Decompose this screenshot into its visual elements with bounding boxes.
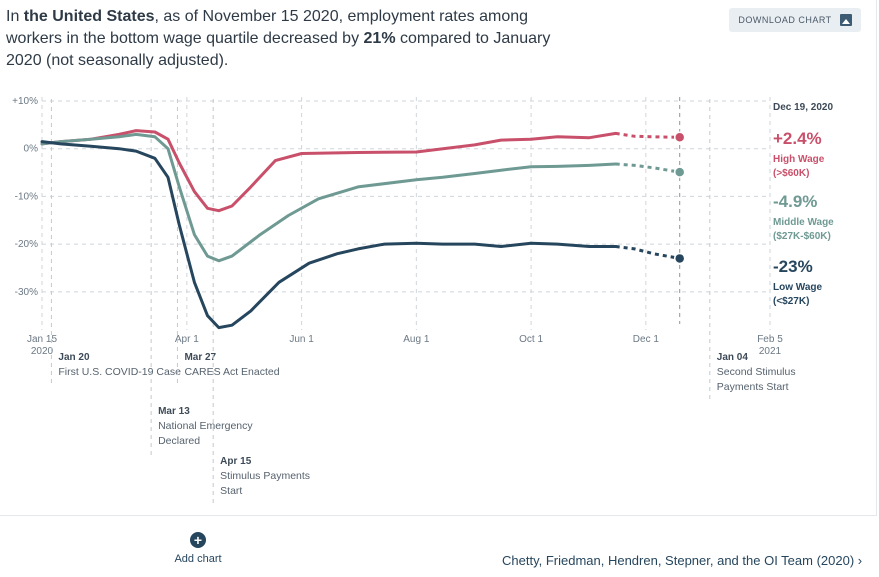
x-tick-sublabel: 2020	[31, 346, 54, 357]
image-icon	[839, 14, 852, 26]
series-line	[40, 132, 618, 263]
event-date: Jan 04	[717, 352, 749, 363]
series-end-value: -23%	[773, 257, 813, 276]
series-line	[40, 140, 618, 330]
y-tick-label: +10%	[12, 96, 38, 107]
x-tick-label: Dec 1	[633, 334, 660, 345]
series-end-point	[673, 166, 686, 178]
event-description: Stimulus Payments	[220, 470, 310, 482]
chevron-right-icon: ›	[857, 553, 863, 568]
x-tick-sublabel: 2021	[759, 346, 782, 357]
series-end-point	[673, 252, 686, 265]
add-chart-button[interactable]: + Add chart	[173, 532, 223, 565]
event-date: Mar 13	[158, 406, 190, 417]
download-chart-label: DOWNLOAD CHART	[738, 15, 832, 25]
series-line	[40, 129, 618, 213]
y-tick-label: -30%	[15, 287, 38, 298]
series-end-value: -4.9%	[773, 192, 817, 211]
add-chart-label: Add chart	[174, 553, 222, 565]
chart-headline: In the United States, as of November 15 …	[6, 8, 551, 69]
event-description: Declared	[158, 435, 200, 447]
series-projection-line	[615, 245, 680, 260]
series-projection-line	[615, 131, 680, 139]
y-tick-label: -10%	[15, 191, 38, 202]
event-description: Second Stimulus	[717, 366, 796, 378]
series-end-point	[673, 131, 686, 144]
x-tick-label: Feb 5	[757, 334, 783, 345]
end-date-label: Dec 19, 2020	[773, 102, 833, 113]
series-detail: (>$60K)	[773, 168, 809, 179]
x-tick-label: Aug 1	[403, 334, 430, 345]
series-name: Middle Wage	[773, 217, 834, 228]
plus-circle-icon: +	[190, 532, 206, 548]
x-tick-label: Oct 1	[519, 334, 543, 345]
event-description: First U.S. COVID-19 Case	[58, 366, 181, 378]
citation-text: Chetty, Friedman, Hendren, Stepner, and …	[502, 553, 855, 568]
event-description: National Emergency	[158, 420, 253, 432]
event-date: Mar 27	[184, 352, 216, 363]
citation-link[interactable]: Chetty, Friedman, Hendren, Stepner, and …	[502, 553, 862, 568]
series-detail: ($27K-$60K)	[773, 231, 831, 242]
event-description: Payments Start	[717, 381, 789, 393]
event-description: Start	[220, 485, 242, 497]
series-name: Low Wage	[773, 282, 823, 293]
event-description: CARES Act Enacted	[184, 366, 279, 378]
series-end-value: +2.4%	[773, 129, 822, 148]
x-tick-label: Apr 1	[175, 334, 199, 345]
event-date: Jan 20	[58, 352, 90, 363]
chart-card: In the United States, as of November 15 …	[0, 0, 877, 516]
series-name: High Wage	[773, 154, 825, 165]
download-chart-button[interactable]: DOWNLOAD CHART	[729, 8, 861, 32]
y-tick-label: 0%	[24, 144, 39, 155]
y-tick-label: -20%	[15, 239, 38, 250]
series-detail: (<$27K)	[773, 296, 809, 307]
x-tick-label: Jun 1	[289, 334, 314, 345]
event-date: Apr 15	[220, 456, 252, 467]
series-projection-line	[615, 162, 680, 174]
x-tick-label: Jan 15	[27, 334, 57, 345]
